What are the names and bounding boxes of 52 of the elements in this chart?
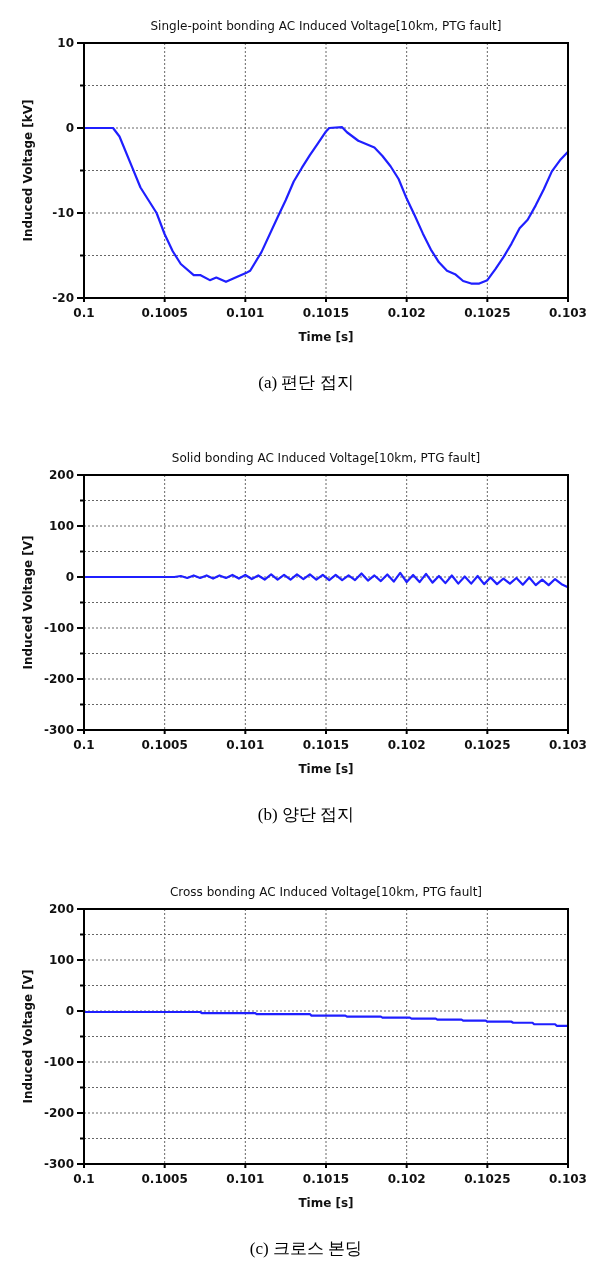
y-tick-label: 200	[48, 902, 74, 916]
x-tick-label: 0.1015	[302, 306, 350, 320]
y-tick-label: -200	[43, 672, 74, 686]
x-tick-label: 0.1015	[302, 1172, 350, 1186]
y-tick-label: -300	[43, 1157, 74, 1171]
chart-title: Solid bonding AC Induced Voltage[10km, PTG fault]	[171, 451, 481, 465]
line-series	[82, 126, 570, 285]
line-series	[82, 1010, 570, 1027]
x-tick-label: 0.1	[73, 1172, 95, 1186]
x-tick-label: 0.1025	[464, 1172, 511, 1186]
y-tick-label: 0	[65, 570, 74, 584]
x-tick-label: 0.103	[549, 306, 587, 320]
x-tick-label: 0.1025	[464, 738, 511, 752]
x-tick-label: 0.101	[226, 738, 265, 752]
chart-title: Single-point bonding AC Induced Voltage[10km, PTG fault]	[150, 19, 502, 33]
x-tick-label: 0.1005	[141, 1172, 188, 1186]
x-axis-title: Time [s]	[298, 762, 354, 776]
text: (c) 크로스 본딩	[249, 1239, 363, 1258]
y-tick-label: -200	[43, 1106, 74, 1120]
line-series	[82, 571, 570, 589]
y-axis-title: Induced Voltage [kV]	[21, 99, 35, 242]
x-tick-label: 0.102	[387, 1172, 426, 1186]
y-tick-label: -100	[43, 621, 74, 635]
y-axis-title: Induced Voltage [V]	[21, 535, 35, 670]
x-tick-label: 0.1005	[141, 738, 188, 752]
x-tick-label: 0.101	[226, 1172, 265, 1186]
y-axis-title: Induced Voltage [V]	[21, 969, 35, 1104]
chart-title: Cross bonding AC Induced Voltage[10km, PTG fault]	[169, 885, 483, 899]
y-tick-label: -300	[43, 723, 74, 737]
x-tick-label: 0.102	[387, 738, 426, 752]
x-tick-label: 0.101	[226, 306, 265, 320]
x-tick-label: 0.1	[73, 306, 95, 320]
y-tick-label: 10	[57, 36, 74, 50]
y-tick-label: -20	[52, 291, 74, 305]
y-tick-label: 0	[65, 1004, 74, 1018]
text: (a) 편단 접지	[258, 373, 354, 392]
x-axis-title: Time [s]	[298, 330, 354, 344]
x-tick-label: 0.1005	[141, 306, 188, 320]
y-tick-label: 100	[48, 953, 74, 967]
y-tick-label: 0	[65, 121, 74, 135]
y-tick-label: -10	[52, 206, 74, 220]
text: (b) 양단 접지	[257, 805, 355, 824]
y-tick-label: -100	[43, 1055, 74, 1069]
x-tick-label: 0.1015	[302, 738, 350, 752]
y-tick-label: 200	[48, 468, 74, 482]
x-tick-label: 0.1025	[464, 306, 511, 320]
y-tick-label: 100	[48, 519, 74, 533]
x-tick-label: 0.103	[549, 738, 587, 752]
x-tick-label: 0.102	[387, 306, 426, 320]
x-tick-label: 0.1	[73, 738, 95, 752]
x-axis-title: Time [s]	[298, 1196, 354, 1210]
x-tick-label: 0.103	[549, 1172, 587, 1186]
